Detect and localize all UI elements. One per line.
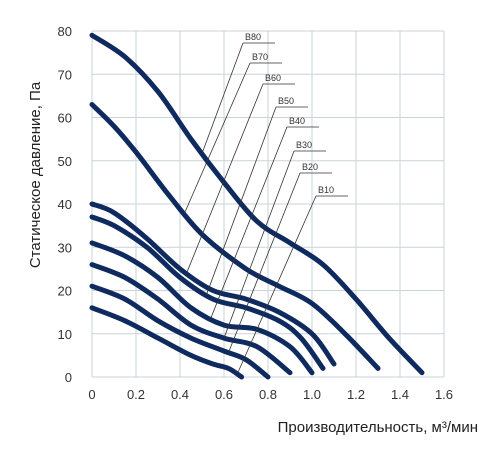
leader-line	[206, 106, 277, 295]
y-tick-label: 30	[58, 240, 72, 255]
x-axis-title: Производительность, м³/мин	[278, 419, 478, 436]
leader-line	[210, 126, 288, 319]
curve-label-b60: B60	[265, 73, 281, 83]
x-tick-label: 1.0	[303, 387, 321, 402]
y-tick-label: 20	[58, 284, 72, 299]
x-tick-label: 0.4	[171, 387, 189, 402]
curve-label-b50: B50	[278, 96, 294, 106]
curve-b60	[89, 201, 337, 367]
curve-b70	[89, 102, 381, 371]
leader-line	[236, 195, 317, 375]
x-tick-label: 0.8	[259, 387, 277, 402]
x-tick-label: 0.6	[215, 387, 233, 402]
curve-label-b70: B70	[252, 52, 268, 62]
leader-line	[186, 83, 264, 274]
x-tick-label: 1.2	[347, 387, 365, 402]
x-tick-label: 1.4	[391, 387, 409, 402]
leader-line	[184, 62, 251, 214]
curve-b40	[89, 240, 315, 376]
curve-b20	[89, 283, 271, 380]
y-tick-label: 40	[58, 197, 72, 212]
curve-b50	[89, 214, 326, 371]
curve-label-b80: B80	[245, 32, 261, 42]
y-tick-label: 10	[58, 327, 72, 342]
curves	[89, 32, 425, 380]
x-tick-label: 0.2	[127, 387, 145, 402]
curve-b80	[89, 32, 425, 376]
y-tick-label: 70	[58, 67, 72, 82]
y-tick-label: 0	[65, 370, 72, 385]
x-tick-label: 0	[88, 387, 95, 402]
leader-line	[228, 172, 301, 353]
tick-labels: 0 0.2 0.4 0.6 0.8 1.0 1.2 1.4 1.6 0 10 20 30 40 50 60 70…	[58, 24, 454, 402]
curve-label-b30: B30	[296, 140, 312, 150]
y-tick-label: 60	[58, 111, 72, 126]
curve-label-b40: B40	[289, 116, 305, 126]
y-axis-title: Статическое давление, Па	[27, 81, 44, 268]
leader-line	[223, 150, 295, 339]
y-tick-label: 80	[58, 24, 72, 39]
curve-label-b10: B10	[318, 185, 334, 195]
curve-b30	[89, 262, 293, 376]
leader-line	[201, 42, 244, 154]
curve-b10	[89, 305, 245, 380]
y-tick-label: 50	[58, 154, 72, 169]
x-tick-label: 1.6	[435, 387, 453, 402]
curve-labels: B80 B70 B60 B50 B40 B30 B20 B10	[184, 32, 348, 375]
curve-label-b20: B20	[302, 162, 318, 172]
